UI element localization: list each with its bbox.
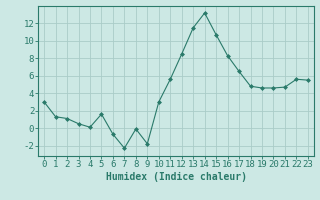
X-axis label: Humidex (Indice chaleur): Humidex (Indice chaleur) <box>106 172 246 182</box>
